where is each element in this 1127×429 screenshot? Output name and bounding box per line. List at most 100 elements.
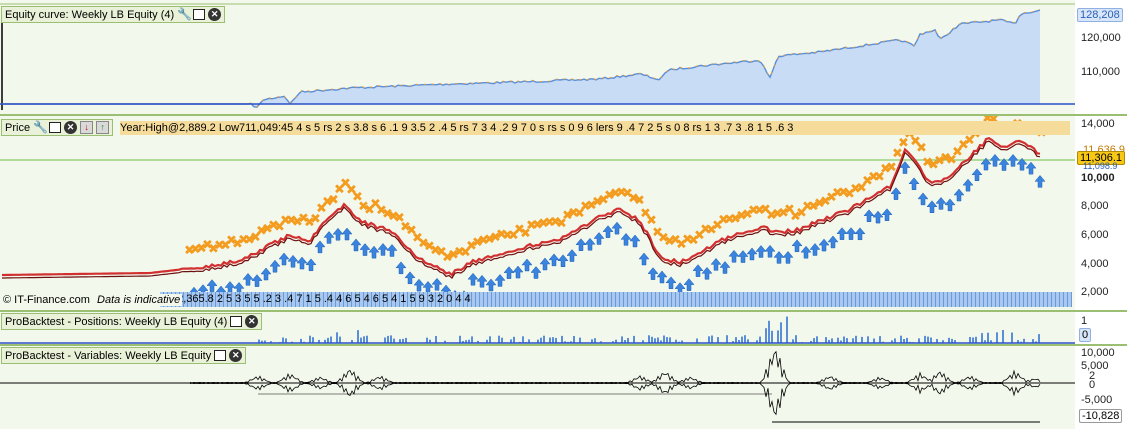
pane-separator[interactable] [0,310,1127,312]
price-titlebar[interactable]: Price 🔧 ✕ ↓ ↑ [1,119,114,136]
disclaimer-text: Data is indicative [97,294,181,306]
variables-tick: 10,000 [1081,347,1115,359]
sell-marker: ✖ [406,224,417,239]
sell-marker: ✖ [856,181,867,196]
maximize-icon[interactable] [214,350,227,361]
sell-marker: ✖ [508,229,519,244]
sell-marker: ✖ [460,246,471,261]
positions-axis: 1 0 [1075,312,1127,344]
price-low-text: ff@2,365.8 2 5 3 5 5 .2 3 .4 7 1 5 .4 4 … [160,293,471,305]
move-down-icon[interactable]: ↓ [80,121,94,134]
buy-marker [602,225,614,238]
price-tick: 6,000 [1081,229,1109,241]
position-bar [948,337,950,343]
buy-marker [998,158,1010,171]
buy-marker [782,251,794,264]
wrench-icon[interactable]: 🔧 [177,7,193,21]
close-icon[interactable]: ✕ [229,349,243,362]
sell-marker: ✖ [358,200,369,215]
buy-marker [791,239,803,253]
variables-titlebar[interactable]: ProBacktest - Variables: Weekly LB Equit… [1,347,247,364]
position-bar [591,339,593,343]
sell-marker: ✖ [814,196,825,211]
wrench-icon[interactable]: 🔧 [33,120,49,134]
position-bar [768,320,770,343]
variables-tick: -5,000 [1081,394,1113,406]
sell-marker: ✖ [574,206,585,221]
sell-marker: ✖ [874,170,885,185]
position-bar [852,338,854,343]
position-bar [816,336,818,343]
position-bar [810,340,812,343]
buy-marker [962,178,974,192]
equity-tick: 110,000 [1081,66,1120,78]
positions-title: ProBacktest - Positions: Weekly LB Equit… [5,315,228,328]
position-bar [561,335,563,343]
maximize-icon[interactable] [193,9,206,20]
sell-marker: ✖ [334,183,345,198]
sell-marker: ✖ [934,154,945,169]
sell-marker: ✖ [808,200,819,215]
position-bar [357,330,359,343]
pane-separator[interactable] [0,114,1127,116]
sell-marker: ✖ [382,207,393,222]
position-bar [405,337,407,343]
sell-marker: ✖ [442,251,453,266]
maximize-icon[interactable] [230,316,243,327]
buy-marker [737,250,749,263]
positions-titlebar[interactable]: ProBacktest - Positions: Weekly LB Equit… [1,313,263,330]
pane-separator[interactable] [0,344,1127,346]
equity-titlebar[interactable]: Equity curve: Weekly LB Equity (4) 🔧 ✕ [1,6,226,23]
close-icon[interactable]: ✕ [64,121,78,134]
position-bar [657,337,659,343]
price-tag-last: 11,306.1 [1077,151,1126,165]
position-bar [387,335,389,343]
close-icon[interactable]: ✕ [245,315,259,328]
buy-marker [404,271,416,285]
buy-marker [413,278,425,292]
sell-marker: ✖ [964,133,975,148]
buy-marker [584,237,596,251]
sell-marker: ✖ [742,207,753,222]
buy-marker [908,177,920,190]
sell-marker: ✖ [388,209,399,224]
sell-marker: ✖ [190,243,201,258]
buy-marker [287,254,299,268]
position-bar [1035,341,1037,343]
position-bar [840,340,842,343]
position-bar [663,335,665,343]
sell-marker: ✖ [220,239,231,254]
buy-marker [647,267,659,280]
position-bar [336,332,338,343]
variables-title: ProBacktest - Variables: Weekly LB Equit… [5,349,212,362]
sell-marker: ✖ [532,218,543,233]
position-bar [327,337,329,343]
buy-marker [467,272,479,286]
sell-marker: ✖ [628,192,639,207]
buy-marker [989,153,1001,167]
variables-tick: 0 [1089,379,1096,391]
position-bar [309,335,311,343]
sell-marker: ✖ [754,204,765,219]
sell-marker: ✖ [838,185,849,200]
price-tick: 2,000 [1081,286,1109,298]
price-low-bar: ff@2,365.8 2 5 3 5 5 .2 3 .4 7 1 5 .4 4 … [160,292,1072,307]
buy-marker [917,192,929,206]
sell-marker: ✖ [952,145,963,160]
sell-marker: ✖ [262,222,273,237]
sell-marker: ✖ [898,136,909,151]
buy-marker [854,227,866,241]
position-bar [300,338,302,343]
sell-marker: ✖ [730,212,741,227]
variables-tick: 5,000 [1081,360,1109,372]
position-bar [651,336,653,343]
position-bar [552,337,554,343]
position-bar [1011,332,1013,343]
move-up-icon[interactable]: ↑ [96,121,110,134]
maximize-icon[interactable] [49,122,62,133]
buy-marker [863,209,875,222]
position-bar [360,337,362,343]
position-bar [903,339,905,343]
close-icon[interactable]: ✕ [208,8,222,21]
position-bar [696,338,698,343]
